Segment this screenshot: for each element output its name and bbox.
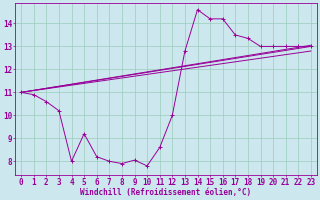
X-axis label: Windchill (Refroidissement éolien,°C): Windchill (Refroidissement éolien,°C) bbox=[80, 188, 252, 197]
